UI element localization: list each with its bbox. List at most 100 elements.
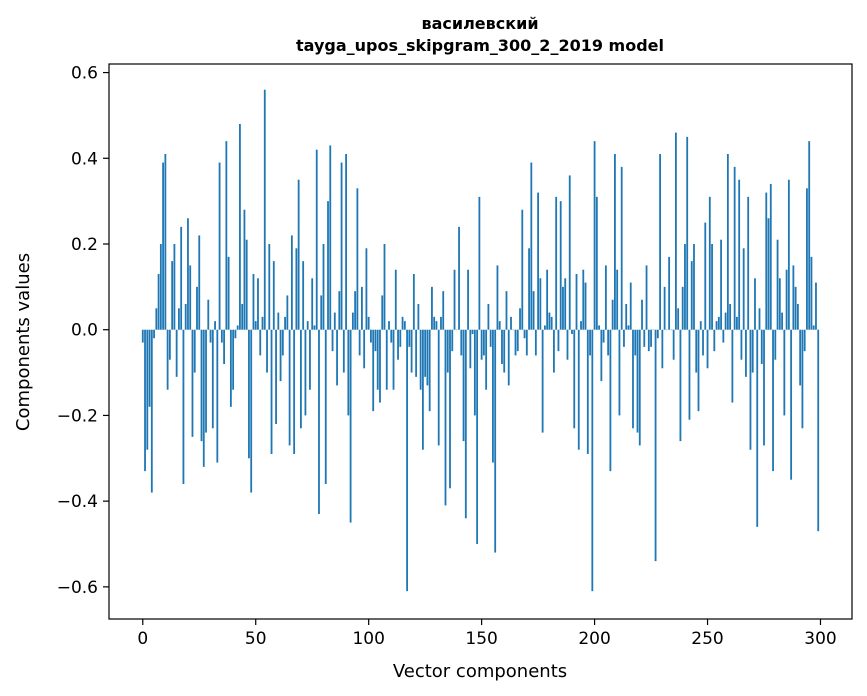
- bar: [166, 329, 169, 390]
- bar: [320, 295, 323, 330]
- bar: [742, 248, 745, 330]
- bar: [625, 304, 628, 330]
- bar: [693, 244, 695, 330]
- bar: [650, 329, 652, 347]
- bar: [582, 269, 585, 330]
- bar: [349, 329, 352, 523]
- bar: [562, 286, 564, 330]
- bar: [521, 209, 524, 330]
- bar: [659, 154, 661, 330]
- bar: [507, 329, 510, 386]
- bar: [738, 179, 741, 330]
- bar: [257, 278, 259, 330]
- bar: [722, 329, 725, 343]
- bar: [503, 329, 506, 373]
- bar: [444, 329, 447, 506]
- bar: [392, 329, 395, 390]
- bar: [688, 329, 691, 420]
- bar: [598, 325, 601, 330]
- bar: [340, 162, 343, 330]
- bar: [745, 329, 747, 377]
- bar: [164, 154, 167, 330]
- bar: [193, 329, 196, 373]
- bar: [390, 329, 393, 343]
- bar: [528, 248, 530, 330]
- bar: [663, 286, 666, 330]
- bar: [686, 136, 689, 330]
- chart-title-line-1: василевский: [421, 14, 538, 33]
- y-axis-ticks: −0.6 −0.4 −0.2 0.0 0.2 0.4 0.6: [57, 64, 109, 598]
- bar: [168, 329, 171, 360]
- bar: [171, 261, 174, 330]
- bar: [214, 321, 216, 330]
- bar: [239, 124, 241, 330]
- bar: [173, 244, 176, 330]
- bar: [205, 329, 207, 433]
- bar: [431, 286, 433, 330]
- bar: [211, 329, 214, 429]
- bar: [232, 329, 235, 390]
- bar: [372, 329, 375, 412]
- bar: [758, 308, 761, 330]
- bar: [749, 329, 752, 450]
- bar: [516, 329, 519, 352]
- bar: [196, 286, 198, 330]
- bar: [266, 329, 268, 373]
- bar: [388, 321, 390, 330]
- bar: [361, 286, 363, 330]
- bar: [376, 329, 379, 390]
- bar: [638, 329, 641, 446]
- bar: [706, 329, 709, 369]
- bar: [363, 329, 366, 369]
- bar: [290, 235, 293, 330]
- bar: [293, 329, 296, 454]
- bar: [711, 244, 713, 330]
- bar: [787, 179, 790, 330]
- bar: [778, 278, 781, 330]
- bar: [616, 269, 619, 330]
- bar: [546, 269, 549, 330]
- bar: [476, 329, 479, 544]
- bar: [424, 329, 427, 377]
- bar: [656, 329, 659, 339]
- y-tick-label: 0.4: [71, 149, 98, 169]
- bar: [329, 145, 332, 330]
- bar: [381, 295, 384, 330]
- bar: [763, 329, 765, 446]
- bar: [595, 196, 598, 330]
- bar: [155, 308, 158, 330]
- y-tick-label: −0.2: [57, 406, 98, 426]
- bar: [245, 239, 248, 330]
- bar: [207, 299, 210, 330]
- bar: [367, 316, 370, 330]
- bar: [645, 265, 648, 330]
- bar: [464, 329, 467, 519]
- bar: [781, 312, 783, 330]
- bar: [433, 316, 436, 330]
- bar: [697, 329, 700, 412]
- x-tick-label: 0: [137, 629, 148, 649]
- bar: [553, 329, 555, 373]
- bar: [471, 329, 474, 334]
- bar: [715, 321, 718, 330]
- bar: [345, 154, 347, 330]
- bar: [548, 312, 551, 330]
- bar: [760, 329, 763, 364]
- bar: [178, 308, 180, 330]
- x-tick-label: 100: [352, 629, 384, 649]
- bar: [446, 329, 449, 373]
- bar: [747, 196, 750, 330]
- bar: [494, 329, 497, 553]
- x-axis-label: Vector components: [393, 661, 567, 682]
- bar: [184, 304, 187, 330]
- bar: [815, 282, 817, 330]
- bar: [643, 329, 646, 347]
- bar: [530, 162, 533, 330]
- bar: [559, 201, 562, 330]
- bar: [790, 329, 793, 480]
- bar: [415, 329, 418, 377]
- bar: [480, 329, 483, 360]
- bar: [175, 329, 178, 377]
- bar: [573, 329, 576, 429]
- bar: [668, 256, 671, 330]
